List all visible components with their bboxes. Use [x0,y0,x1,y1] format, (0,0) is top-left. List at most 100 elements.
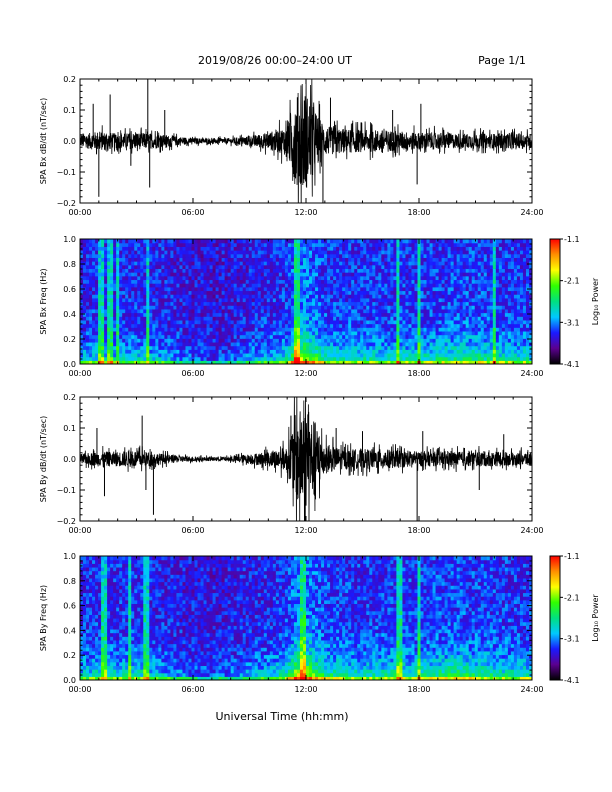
heatmap-cell [122,264,126,270]
heatmap-cell [327,294,331,299]
heatmap-cell [161,246,165,251]
heatmap-cell [116,286,120,292]
heatmap-cell [176,341,181,347]
heatmap-cell [131,301,135,306]
heatmap-cell [242,349,247,354]
heatmap-cell [128,250,132,255]
heatmap-cell [498,308,503,314]
heatmap-cell [98,323,102,328]
heatmap-cell [299,272,304,277]
heatmap-cell [212,360,217,364]
heatmap-cell [429,327,434,332]
heatmap-cell [429,323,434,328]
heatmap-cell [188,246,193,251]
heatmap-cell [504,264,509,270]
heatmap-cell [275,279,280,284]
heatmap-cell [354,301,358,306]
heatmap-cell [459,242,464,247]
heatmap-cell [381,272,385,277]
heatmap-cell [399,323,404,328]
heatmap-cell [306,268,310,273]
heatmap-cell [209,301,214,306]
heatmap-cell [441,286,446,292]
heatmap-cell [143,345,147,350]
heatmap-cell [113,319,117,325]
heatmap-cell [275,330,280,336]
heatmap-cell [423,290,428,295]
heatmap-cell [435,253,440,258]
heatmap-cell [212,330,217,336]
heatmap-cell [450,294,455,299]
heatmap-cell [185,268,190,273]
heatmap-cell [269,349,274,354]
heatmap-cell [239,327,244,332]
heatmap-cell [393,341,397,347]
heatmap-cell [281,272,286,277]
heatmap-cell [309,338,313,343]
heatmap-cell [486,297,491,303]
heatmap-cell [293,349,298,354]
heatmap-cell [98,330,102,336]
heatmap-cell [116,253,120,258]
heatmap-cell [498,283,503,288]
heatmap-cell [215,264,220,270]
heatmap-cell [366,286,370,292]
heatmap-cell [393,312,397,317]
heatmap-cell [507,330,512,336]
heatmap-cell [107,286,111,292]
heatmap-cell [324,250,328,255]
heatmap-cell [354,275,358,281]
heatmap-cell [390,352,394,358]
heatmap-cell [299,286,304,292]
heatmap-cell [354,305,358,310]
heatmap-cell [351,349,355,354]
heatmap-cell [98,239,102,244]
heatmap-cell [426,286,431,292]
heatmap-cell [275,297,280,303]
heatmap-cell [312,294,316,299]
heatmap-cell [287,279,292,284]
heatmap-cell [372,323,376,328]
heatmap-cell [351,275,355,281]
heatmap-cell [327,327,331,332]
heatmap-cell [423,294,428,299]
heatmap-cell [275,323,280,328]
heatmap-cell [119,305,123,310]
heatmap-cell [101,349,105,354]
heatmap-cell [342,261,346,266]
heatmap-cell [318,272,322,277]
heatmap-cell [143,253,147,258]
heatmap-cell [146,253,150,258]
heatmap-cell [489,275,494,281]
y-tick-label: −0.2 [57,199,76,208]
heatmap-cell [293,283,298,288]
heatmap-cell [393,268,397,273]
heatmap-cell [278,272,283,277]
heatmap-cell [152,279,156,284]
heatmap-cell [98,261,102,266]
heatmap-cell [489,286,494,292]
heatmap-cell [173,349,178,354]
heatmap-cell [182,246,187,251]
heatmap-cell [83,261,87,266]
heatmap-cell [405,312,410,317]
heatmap-cell [348,327,352,332]
heatmap-cell [203,305,208,310]
heatmap-cell [306,297,310,303]
heatmap-cell [290,264,295,270]
heatmap-cell [299,312,304,317]
heatmap-cell [417,305,422,310]
heatmap-cell [197,323,202,328]
heatmap-cell [333,319,337,325]
heatmap-cell [236,286,241,292]
heatmap-cell [444,283,449,288]
heatmap-cell [366,308,370,314]
heatmap-cell [113,308,117,314]
heatmap-cell [206,239,211,244]
heatmap-cell [224,305,229,310]
heatmap-cell [360,290,364,295]
heatmap-cell [456,264,461,270]
heatmap-cell [290,301,295,306]
heatmap-cell [185,349,190,354]
heatmap-cell [224,334,229,339]
